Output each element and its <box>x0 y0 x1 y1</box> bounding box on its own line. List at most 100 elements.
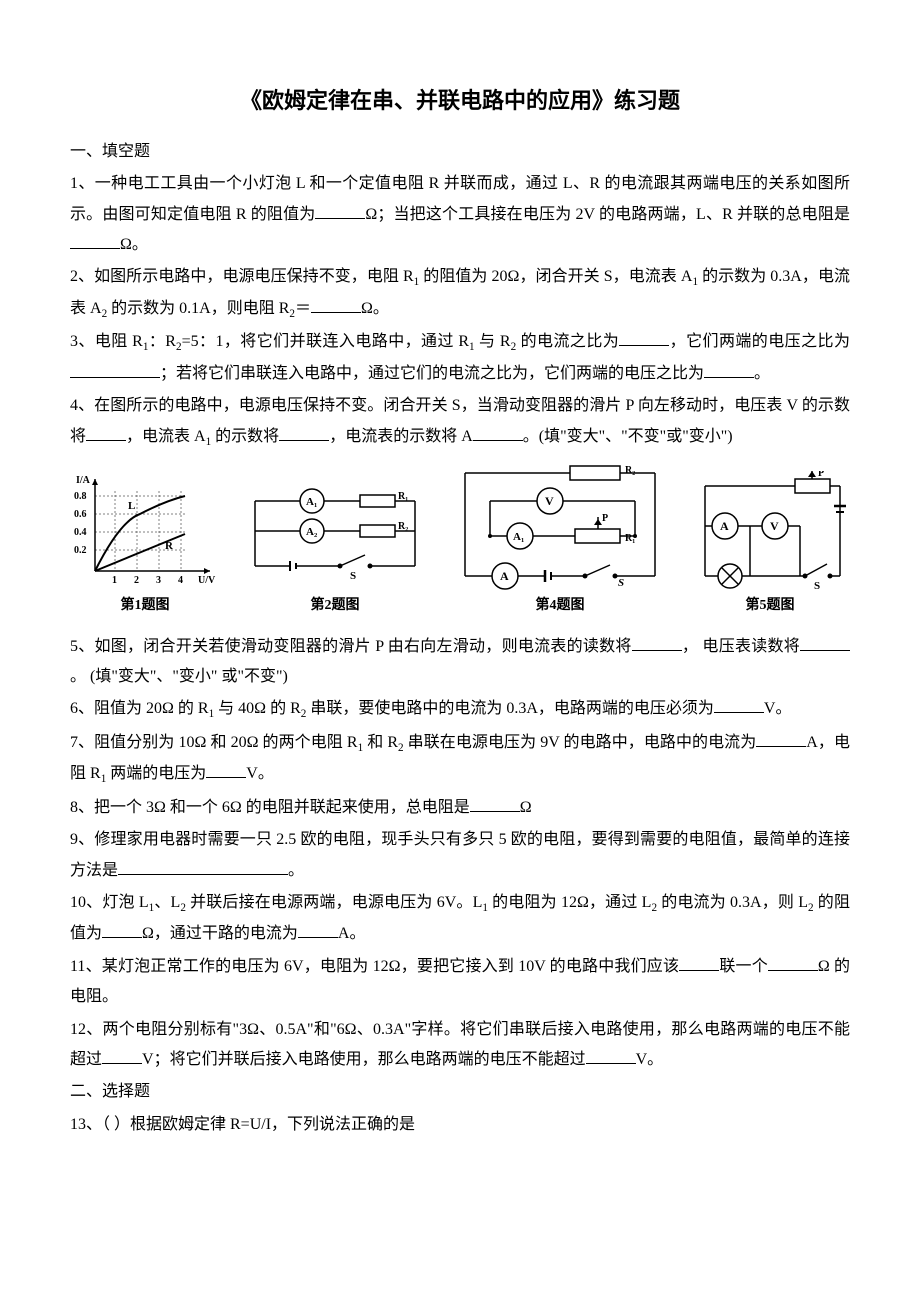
q1b-text: Ω；当把这个工具接在电压为 2V 的电路两端，L、R 并联的总电阻是 <box>365 206 850 223</box>
q3g-text: ；若将它们串联连入电路中，通过它们的电流之比为，它们两端的电压之比为 <box>160 365 704 382</box>
q4c-text: 的示数将 <box>211 428 279 445</box>
section-1-header: 一、填空题 <box>70 137 850 167</box>
svg-text:S: S <box>618 577 624 589</box>
blank <box>619 329 669 346</box>
q10b-text: 、L <box>154 894 180 911</box>
q13-text: 13、（ ）根据欧姆定律 R=U/I，下列说法正确的是 <box>70 1116 415 1133</box>
svg-text:R: R <box>165 540 174 552</box>
figure-1: I/A U/V 0.8 0.6 0.4 0.2 1 2 3 4 L R 第1题图 <box>70 471 220 620</box>
blank <box>768 954 818 971</box>
question-5: 5、如图，闭合开关若使滑动变阻器的滑片 P 由右向左滑动，则电流表的读数将， 电… <box>70 632 850 693</box>
blank <box>714 696 764 713</box>
q11-text: 11、某灯泡正常工作的电压为 6V，电阻为 12Ω，要把它接入到 10V 的电路… <box>70 958 679 975</box>
q10d-text: 的电阻为 12Ω，通过 L <box>488 894 651 911</box>
q6c-text: 串联，要使电路中的电流为 0.3A，电路两端的电压必须为 <box>306 700 714 717</box>
svg-text:P: P <box>602 513 608 524</box>
svg-text:S: S <box>350 570 356 582</box>
q10g-text: Ω，通过干路的电流为 <box>142 925 298 942</box>
section-2-header: 二、选择题 <box>70 1077 850 1107</box>
fig5-caption: 第5题图 <box>690 593 850 620</box>
svg-text:P: P <box>818 471 824 479</box>
q12b-text: V；将它们并联后接入电路使用，那么电路两端的电压不能超过 <box>142 1051 586 1068</box>
blank <box>470 795 520 812</box>
q3f-text: ，它们两端的电压之比为 <box>669 333 850 350</box>
question-13: 13、（ ）根据欧姆定律 R=U/I，下列说法正确的是 <box>70 1110 850 1140</box>
figure-5: P A V S 第5题图 <box>690 471 850 620</box>
q10e-text: 的电流为 0.3A，则 L <box>657 894 808 911</box>
blank <box>586 1047 636 1064</box>
svg-text:V: V <box>770 519 779 533</box>
svg-text:A: A <box>720 519 729 533</box>
q3b-text: ：R <box>148 333 176 350</box>
blank <box>102 1047 142 1064</box>
question-7: 7、阻值分别为 10Ω 和 20Ω 的两个电阻 R1 和 R2 串联在电源电压为… <box>70 728 850 791</box>
q10h-text: A。 <box>338 925 366 942</box>
q6-text: 6、阻值为 20Ω 的 R <box>70 700 209 717</box>
q1c-text: Ω。 <box>120 236 148 253</box>
q3h-text: 。 <box>754 365 770 382</box>
blank <box>206 761 246 778</box>
question-9: 9、修理家用电器时需要一只 2.5 欧的电阻，现手头只有多只 5 欧的电阻，要得… <box>70 825 850 886</box>
svg-text:R₂: R₂ <box>625 465 635 476</box>
q8-text: 8、把一个 3Ω 和一个 6Ω 的电阻并联起来使用，总电阻是 <box>70 799 470 816</box>
blank <box>800 634 850 651</box>
q3-text: 3、电阻 R <box>70 333 143 350</box>
svg-text:A₂: A₂ <box>306 526 318 538</box>
fig1-caption: 第1题图 <box>70 593 220 620</box>
q4e-text: 。(填"变大"、"不变"或"变小") <box>523 428 733 445</box>
q2e-text: ＝ <box>295 300 311 317</box>
q3e-text: 的电流之比为 <box>516 333 619 350</box>
q3d-text: 与 R <box>475 333 511 350</box>
blank <box>311 296 361 313</box>
question-11: 11、某灯泡正常工作的电压为 6V，电阻为 12Ω，要把它接入到 10V 的电路… <box>70 952 850 1013</box>
q10c-text: 并联后接在电源两端，电源电压为 6V。L <box>186 894 482 911</box>
svg-text:V: V <box>545 494 554 508</box>
svg-text:I/A: I/A <box>76 475 91 486</box>
question-8: 8、把一个 3Ω 和一个 6Ω 的电阻并联起来使用，总电阻是 Ω <box>70 793 850 823</box>
q5b-text: ， 电压表读数将 <box>682 638 800 655</box>
q4b-text: ，电流表 A <box>126 428 206 445</box>
svg-text:2: 2 <box>134 575 139 586</box>
q2d-text: 的示数为 0.1A，则电阻 R <box>107 300 289 317</box>
q7e-text: 两端的电压为 <box>106 765 206 782</box>
svg-text:0.4: 0.4 <box>74 527 87 538</box>
q7f-text: V。 <box>246 765 274 782</box>
q12c-text: V。 <box>636 1051 664 1068</box>
blank <box>86 424 126 441</box>
svg-text:0.8: 0.8 <box>74 491 87 502</box>
q3c-text: =5：1，将它们并联连入电路中，通过 R <box>182 333 469 350</box>
svg-text:S: S <box>814 580 820 591</box>
blank <box>70 232 120 249</box>
circuit-4-svg: R₂ V A₁ P R₁ A <box>450 461 670 591</box>
figure-4: R₂ V A₁ P R₁ A <box>450 461 670 620</box>
q7-text: 7、阻值分别为 10Ω 和 20Ω 的两个电阻 R <box>70 734 358 751</box>
q8b-text: Ω <box>520 799 532 816</box>
blank <box>118 858 288 875</box>
svg-text:A₁: A₁ <box>306 496 317 508</box>
svg-text:0.6: 0.6 <box>74 509 87 520</box>
question-3: 3、电阻 R1：R2=5：1，将它们并联连入电路中，通过 R1 与 R2 的电流… <box>70 327 850 389</box>
blank <box>70 361 160 378</box>
figures-row: I/A U/V 0.8 0.6 0.4 0.2 1 2 3 4 L R 第1题图 <box>70 461 850 620</box>
blank <box>315 202 365 219</box>
blank <box>704 361 754 378</box>
blank <box>632 634 682 651</box>
svg-text:1: 1 <box>112 575 117 586</box>
q6d-text: V。 <box>764 700 792 717</box>
q11b-text: 联一个 <box>719 958 768 975</box>
figure-2: A₁ R₁ A₂ R₂ S 第2题图 <box>240 481 430 620</box>
circuit-2-svg: A₁ R₁ A₂ R₂ S <box>240 481 430 591</box>
question-6: 6、阻值为 20Ω 的 R1 与 40Ω 的 R2 串联，要使电路中的电流为 0… <box>70 694 850 725</box>
svg-text:A: A <box>500 569 509 583</box>
question-2: 2、如图所示电路中，电源电压保持不变，电阻 R1 的阻值为 20Ω，闭合开关 S… <box>70 262 850 325</box>
chart-svg: I/A U/V 0.8 0.6 0.4 0.2 1 2 3 4 L R <box>70 471 220 591</box>
question-10: 10、灯泡 L1、L2 并联后接在电源两端，电源电压为 6V。L1 的电阻为 1… <box>70 888 850 950</box>
blank <box>298 921 338 938</box>
fig4-caption: 第4题图 <box>450 593 670 620</box>
svg-text:L: L <box>128 500 135 512</box>
question-4: 4、在图所示的电路中，电源电压保持不变。闭合开关 S，当滑动变阻器的滑片 P 向… <box>70 391 850 453</box>
q2f-text: Ω。 <box>361 300 389 317</box>
question-1: 1、一种电工工具由一个小灯泡 L 和一个定值电阻 R 并联而成，通过 L、R 的… <box>70 169 850 260</box>
q10-text: 10、灯泡 L <box>70 894 149 911</box>
q4d-text: ，电流表的示数将 A <box>329 428 473 445</box>
